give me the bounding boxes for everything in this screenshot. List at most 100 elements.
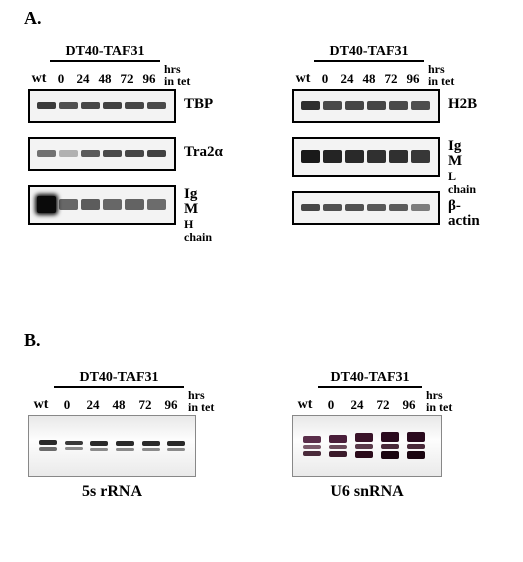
blot-row: H2B xyxy=(292,89,454,123)
rna-band xyxy=(39,447,57,451)
blot-box xyxy=(28,89,176,123)
band xyxy=(103,150,122,157)
band xyxy=(389,150,408,163)
timepoint-label: 0 xyxy=(50,71,72,87)
strain-label: DT40-TAF31 xyxy=(314,44,424,60)
hrs-label: hrs in tet xyxy=(188,389,214,413)
rna-blot-5s xyxy=(28,415,196,477)
timepoint-label: 48 xyxy=(106,397,132,413)
band xyxy=(367,150,386,163)
rna-band xyxy=(407,432,425,442)
rna-lane xyxy=(86,440,112,452)
strain-bar xyxy=(54,386,184,388)
blot-sublabel: H chain xyxy=(184,218,212,243)
band xyxy=(81,102,100,109)
panel-a-left: DT40-TAF31 wt 024487296 hrs in tet TBPTr… xyxy=(28,44,190,239)
rna-title-5s: 5s rRNA xyxy=(28,483,196,501)
band xyxy=(147,150,166,157)
blot-box xyxy=(292,137,440,177)
rna-title-u6: U6 snRNA xyxy=(292,483,442,501)
timepoint-label: 96 xyxy=(402,71,424,87)
rna-band xyxy=(142,441,160,446)
section-b-label: B. xyxy=(24,330,41,351)
wt-label: wt xyxy=(28,397,54,413)
timepoint-label: 0 xyxy=(314,71,336,87)
band xyxy=(323,150,342,163)
band xyxy=(37,150,56,157)
hrs-label: hrs in tet xyxy=(164,63,190,87)
timepoint-label: 48 xyxy=(358,71,380,87)
rna-lane xyxy=(138,440,164,452)
rna-band xyxy=(381,451,399,459)
lane-header-b-left: wt 024487296 hrs in tet xyxy=(28,389,214,413)
rna-band xyxy=(39,440,57,445)
lane-header-right: wt 024487296 hrs in tet xyxy=(292,63,454,87)
rna-band xyxy=(167,448,185,451)
band xyxy=(301,204,320,211)
rna-band xyxy=(329,445,347,449)
rna-band xyxy=(381,432,399,442)
panel-b-right: DT40-TAF31 wt 0247296 hrs in tet U6 snRN… xyxy=(292,370,452,501)
band xyxy=(125,102,144,109)
timepoint-label: 24 xyxy=(344,397,370,413)
timepoint-label: 72 xyxy=(132,397,158,413)
timepoint-label: 96 xyxy=(158,397,184,413)
band xyxy=(411,204,430,211)
panel-b-left: DT40-TAF31 wt 024487296 hrs in tet 5s rR… xyxy=(28,370,214,501)
timepoint-label: 48 xyxy=(94,71,116,87)
rna-band xyxy=(142,448,160,451)
strain-bar xyxy=(318,386,422,388)
band xyxy=(345,204,364,211)
blot-box xyxy=(292,89,440,123)
blot-row: TBP xyxy=(28,89,190,123)
rna-band xyxy=(65,447,83,450)
timepoint-label: 72 xyxy=(370,397,396,413)
rna-blot-u6 xyxy=(292,415,442,477)
blot-row: Ig ML chain xyxy=(292,137,454,177)
blot-box xyxy=(292,191,440,225)
lane-header-left: wt 024487296 hrs in tet xyxy=(28,63,190,87)
rna-band xyxy=(167,441,185,446)
band xyxy=(389,204,408,211)
band xyxy=(389,101,408,110)
timepoint-label: 24 xyxy=(72,71,94,87)
blot-label: TBP xyxy=(184,97,213,113)
strain-label: DT40-TAF31 xyxy=(50,44,160,60)
rna-band xyxy=(116,448,134,451)
blot-label: β-actin xyxy=(448,199,480,231)
lane-header-b-right: wt 0247296 hrs in tet xyxy=(292,389,452,413)
band xyxy=(125,199,144,210)
band xyxy=(125,150,144,157)
band xyxy=(301,101,320,110)
timepoint-label: 24 xyxy=(336,71,358,87)
strain-bar xyxy=(50,60,160,62)
rna-band xyxy=(329,451,347,457)
rna-band xyxy=(381,444,399,449)
rna-lane xyxy=(163,440,189,452)
hrs-label: hrs in tet xyxy=(426,389,452,413)
blot-label: Tra2α xyxy=(184,145,223,161)
hrs-label: hrs in tet xyxy=(428,63,454,87)
timepoint-label: 72 xyxy=(116,71,138,87)
rna-band xyxy=(303,445,321,449)
band xyxy=(323,101,342,110)
strain-label: DT40-TAF31 xyxy=(54,370,184,386)
wt-label: wt xyxy=(28,71,50,87)
band xyxy=(81,150,100,157)
rna-lane xyxy=(61,440,87,451)
rna-band xyxy=(407,451,425,459)
strain-bar xyxy=(314,60,424,62)
band xyxy=(103,102,122,109)
blot-row: Ig MH chain xyxy=(28,185,190,225)
rna-band xyxy=(90,448,108,451)
rna-lane xyxy=(377,431,403,460)
timepoint-label: 24 xyxy=(80,397,106,413)
blot-box xyxy=(28,137,176,171)
rna-lane xyxy=(35,439,61,452)
timepoint-label: 0 xyxy=(54,397,80,413)
band xyxy=(147,102,166,109)
rna-band xyxy=(355,433,373,442)
band xyxy=(411,150,430,163)
band xyxy=(367,204,386,211)
blot-box xyxy=(28,185,176,225)
